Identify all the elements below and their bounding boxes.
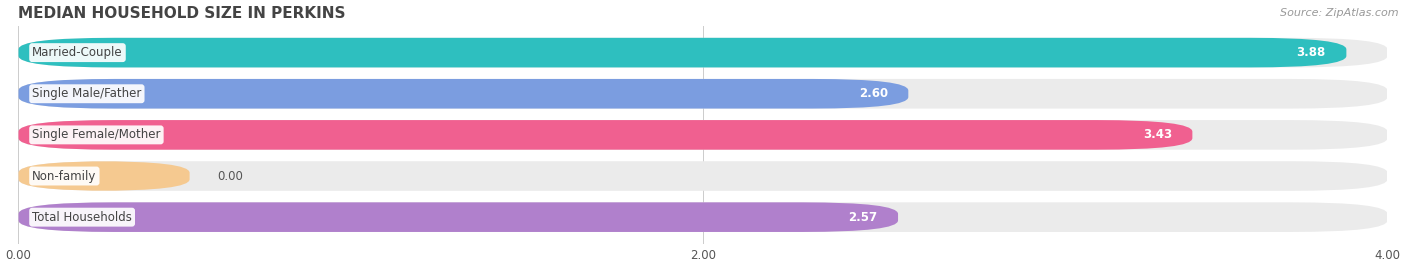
- FancyBboxPatch shape: [18, 120, 1388, 150]
- Text: Single Male/Father: Single Male/Father: [32, 87, 142, 100]
- Text: Source: ZipAtlas.com: Source: ZipAtlas.com: [1281, 8, 1399, 18]
- Text: Single Female/Mother: Single Female/Mother: [32, 128, 160, 142]
- Text: 0.00: 0.00: [217, 170, 243, 183]
- FancyBboxPatch shape: [18, 38, 1388, 68]
- FancyBboxPatch shape: [18, 161, 1388, 191]
- Text: 3.43: 3.43: [1143, 128, 1171, 142]
- Text: Total Households: Total Households: [32, 211, 132, 224]
- FancyBboxPatch shape: [18, 161, 190, 191]
- FancyBboxPatch shape: [18, 79, 1388, 109]
- Text: MEDIAN HOUSEHOLD SIZE IN PERKINS: MEDIAN HOUSEHOLD SIZE IN PERKINS: [18, 6, 346, 21]
- Text: 3.88: 3.88: [1296, 46, 1326, 59]
- Text: Married-Couple: Married-Couple: [32, 46, 122, 59]
- FancyBboxPatch shape: [18, 120, 1192, 150]
- Text: 2.60: 2.60: [859, 87, 887, 100]
- FancyBboxPatch shape: [18, 202, 898, 232]
- FancyBboxPatch shape: [18, 202, 1388, 232]
- Text: Non-family: Non-family: [32, 170, 97, 183]
- FancyBboxPatch shape: [18, 79, 908, 109]
- FancyBboxPatch shape: [18, 38, 1347, 68]
- Text: 2.57: 2.57: [848, 211, 877, 224]
